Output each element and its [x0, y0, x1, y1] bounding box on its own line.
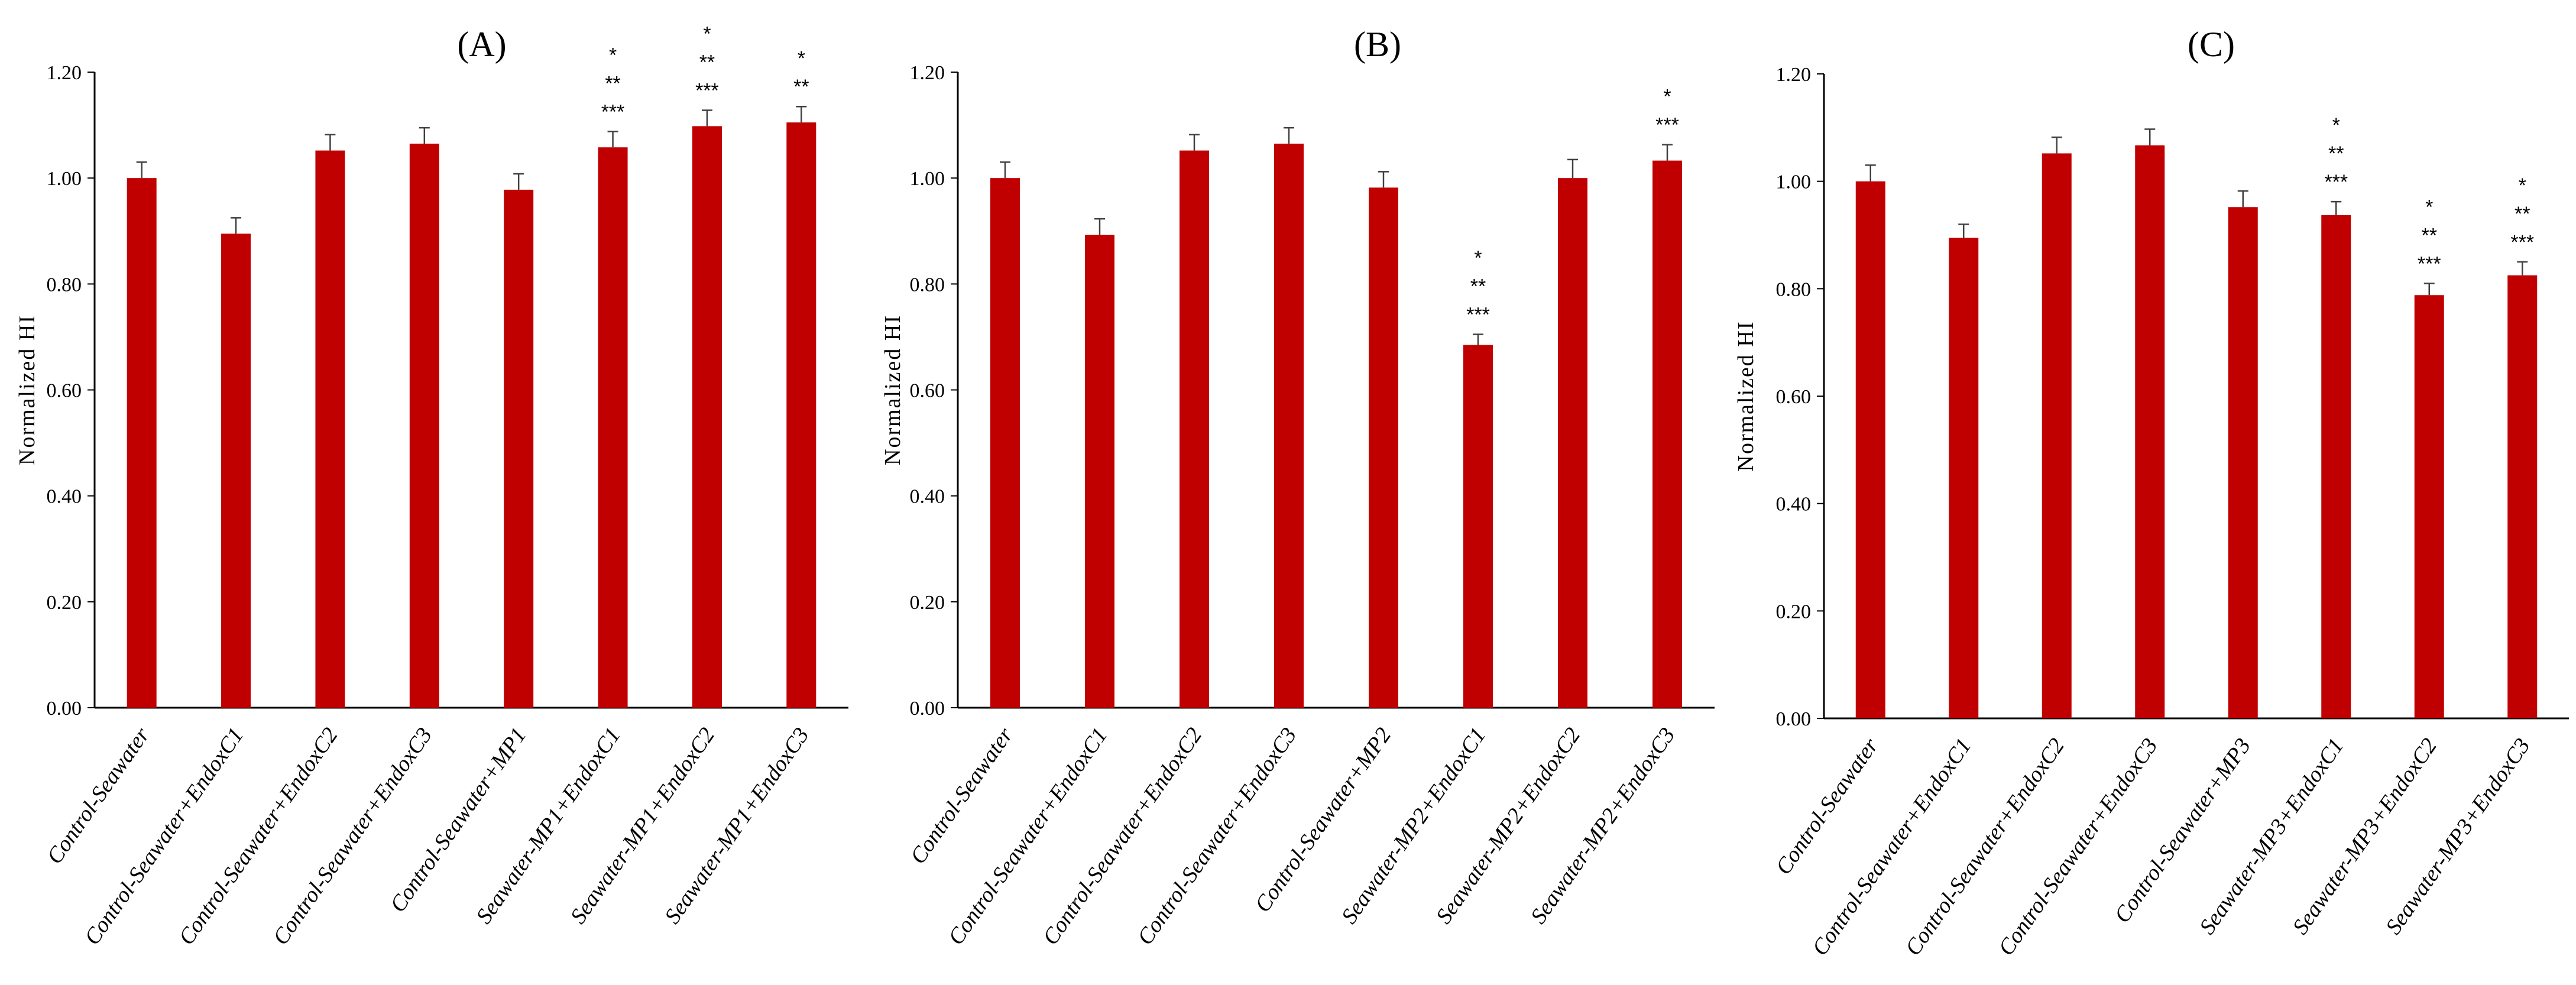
chart-panel-1: (A) Normalized HI 0.00 0.20 0.40 0.60 0.80 1.00… [15, 23, 848, 950]
significance-marker: *** [1655, 114, 1679, 137]
y-tick-label: 0.40 [1776, 494, 1812, 516]
x-tick-label: Control-Seawater+EndoxC3 [268, 723, 438, 950]
bar [1463, 345, 1493, 708]
x-tick-label: Control-Seawater+EndoxC1 [1807, 734, 1976, 960]
bar [1855, 181, 1885, 719]
y-tick-label: 1.00 [1776, 171, 1812, 193]
significance-marker: ** [2328, 142, 2344, 165]
bar [2414, 295, 2444, 718]
y-tick-label: 0.20 [910, 592, 945, 614]
y-axis-title: Normalized HI [1733, 321, 1758, 472]
x-tick-label: Control-Seawater+EndoxC1 [944, 723, 1113, 950]
significance-marker: * [1663, 86, 1671, 108]
bar [315, 150, 345, 708]
significance-marker: ** [605, 72, 620, 95]
chart-title: (C) [2188, 25, 2235, 64]
bar [221, 234, 251, 708]
significance-marker: * [2425, 196, 2433, 218]
bar [598, 147, 628, 708]
x-tick-label: Control-Seawater+EndoxC1 [80, 723, 249, 950]
y-axis-title: Normalized HI [880, 315, 905, 465]
bar [2042, 153, 2072, 718]
significance-marker: * [703, 23, 711, 46]
y-tick-label: 0.00 [1776, 708, 1812, 730]
significance-marker: * [798, 47, 805, 70]
y-tick-label: 0.20 [47, 592, 82, 614]
y-tick-label: 1.20 [910, 62, 945, 84]
y-tick-label: 0.80 [1776, 278, 1812, 300]
bar [1652, 160, 1682, 708]
y-tick-label: 0.80 [47, 274, 82, 296]
bar [2507, 275, 2538, 718]
significance-marker: ** [1470, 275, 1486, 297]
bar [409, 143, 439, 708]
significance-marker: * [1474, 247, 1482, 269]
y-tick-label: 1.00 [910, 168, 945, 190]
x-tick-label: Control-Seawater [1771, 734, 1883, 879]
bar [2321, 215, 2351, 718]
bar [1085, 235, 1114, 708]
x-tick-label: Control-Seawater+EndoxC3 [1994, 734, 2163, 960]
x-tick-label: Control-Seawater+EndoxC3 [1133, 723, 1302, 950]
bar [2228, 207, 2258, 718]
y-tick-label: 0.40 [47, 486, 82, 508]
y-tick-label: 1.20 [1776, 64, 1812, 86]
bar [692, 126, 722, 708]
significance-marker: ** [699, 51, 715, 74]
x-tick-label: Control-Seawater+EndoxC2 [1901, 734, 2070, 960]
y-tick-label: 0.60 [1776, 386, 1812, 408]
bar [990, 178, 1020, 708]
x-tick-label: Control-Seawater+EndoxC2 [1038, 723, 1207, 950]
y-tick-label: 0.60 [47, 380, 82, 402]
x-tick-label: Control-Seawater [42, 723, 154, 869]
y-tick-label: 1.00 [47, 168, 82, 190]
bar [1274, 143, 1304, 708]
y-tick-label: 0.80 [910, 274, 945, 296]
bar [127, 178, 157, 708]
y-tick-label: 0.40 [910, 486, 945, 508]
chart-panel-2: (B) Normalized HI 0.00 0.20 0.40 0.60 0.80 1.00… [880, 25, 1715, 950]
y-tick-label: 1.20 [47, 62, 82, 84]
bar [2135, 145, 2165, 718]
y-tick-label: 0.00 [910, 698, 945, 720]
x-tick-label: Control-Seawater+EndoxC2 [174, 723, 343, 950]
significance-marker: *** [2324, 171, 2348, 193]
significance-marker: *** [1466, 303, 1490, 326]
bar [1180, 150, 1209, 708]
significance-marker: * [2519, 174, 2526, 197]
bar [1369, 187, 1398, 708]
significance-marker: *** [2418, 252, 2441, 275]
significance-marker: *** [695, 80, 719, 102]
significance-marker: *** [601, 101, 625, 123]
x-tick-label: Control-Seawater [906, 723, 1018, 869]
y-axis-title: Normalized HI [15, 315, 40, 465]
significance-marker: * [2332, 114, 2340, 137]
significance-marker: * [609, 44, 617, 66]
chart-panel-3: (C) Normalized HI 0.00 0.20 0.40 0.60 0.80 1.00… [1733, 25, 2569, 960]
bar [786, 122, 816, 708]
bar [504, 189, 534, 708]
bar [1558, 178, 1587, 708]
significance-marker: ** [2515, 203, 2530, 225]
y-tick-label: 0.60 [910, 380, 945, 402]
y-tick-label: 0.00 [47, 698, 82, 720]
y-tick-label: 0.20 [1776, 601, 1812, 623]
chart-title: (A) [457, 25, 506, 64]
chart-title: (B) [1354, 25, 1401, 64]
significance-marker: ** [2422, 224, 2437, 247]
bar [1949, 238, 1979, 719]
significance-marker: ** [793, 76, 809, 98]
significance-marker: *** [2510, 231, 2534, 254]
